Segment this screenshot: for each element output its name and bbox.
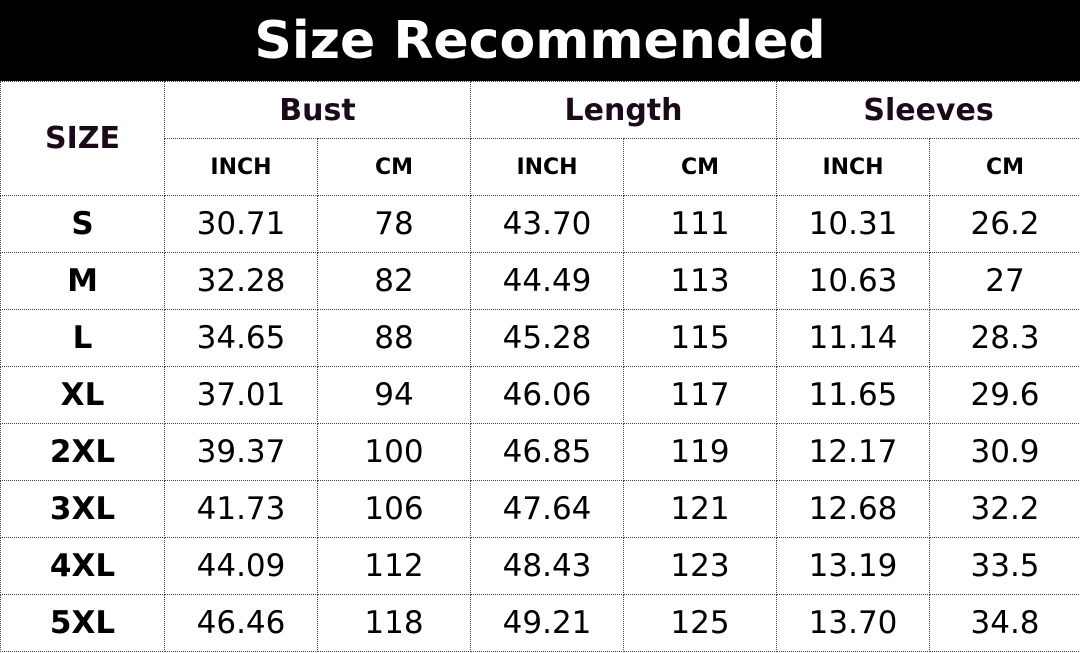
size-cell: L [0, 309, 165, 367]
value-cell: 121 [623, 480, 778, 538]
value-cell: 115 [623, 309, 778, 367]
value-cell: 46.85 [470, 423, 625, 481]
value-cell: 12.17 [776, 423, 931, 481]
value-cell: 27 [929, 252, 1080, 310]
table-row: 5XL 46.46 118 49.21 125 13.70 34.8 [0, 594, 1080, 652]
value-cell: 45.28 [470, 309, 625, 367]
value-cell: 112 [316, 537, 472, 595]
value-cell: 94 [316, 366, 472, 424]
value-cell: 32.2 [929, 480, 1080, 538]
value-cell: 43.70 [470, 195, 625, 253]
value-cell: 34.65 [164, 309, 318, 367]
unit-header: INCH [470, 138, 625, 196]
value-cell: 37.01 [164, 366, 318, 424]
table-row: 4XL 44.09 112 48.43 123 13.19 33.5 [0, 537, 1080, 595]
value-cell: 106 [316, 480, 472, 538]
value-cell: 118 [316, 594, 472, 652]
size-table: SIZE Bust Length Sleeves INCH CM INCH CM… [0, 81, 1080, 652]
chart-title: Size Recommended [0, 0, 1080, 81]
value-cell: 49.21 [470, 594, 625, 652]
value-cell: 41.73 [164, 480, 318, 538]
value-cell: 117 [623, 366, 778, 424]
value-cell: 13.19 [776, 537, 931, 595]
value-cell: 119 [623, 423, 778, 481]
value-cell: 123 [623, 537, 778, 595]
length-header: Length [470, 81, 778, 139]
table-row: M 32.28 82 44.49 113 10.63 27 [0, 252, 1080, 310]
value-cell: 44.49 [470, 252, 625, 310]
unit-header: CM [929, 138, 1080, 196]
value-cell: 29.6 [929, 366, 1080, 424]
size-cell: S [0, 195, 165, 253]
value-cell: 100 [316, 423, 472, 481]
size-cell: 3XL [0, 480, 165, 538]
value-cell: 46.06 [470, 366, 625, 424]
size-cell: 5XL [0, 594, 165, 652]
value-cell: 46.46 [164, 594, 318, 652]
sleeves-header: Sleeves [776, 81, 1080, 139]
size-cell: M [0, 252, 165, 310]
size-cell: 4XL [0, 537, 165, 595]
value-cell: 12.68 [776, 480, 931, 538]
value-cell: 30.71 [164, 195, 318, 253]
value-cell: 88 [316, 309, 472, 367]
value-cell: 47.64 [470, 480, 625, 538]
value-cell: 11.14 [776, 309, 931, 367]
unit-header: CM [623, 138, 778, 196]
bust-header: Bust [163, 81, 472, 139]
value-cell: 78 [316, 195, 472, 253]
table-row: XL 37.01 94 46.06 117 11.65 29.6 [0, 366, 1080, 424]
value-cell: 82 [316, 252, 472, 310]
value-cell: 111 [623, 195, 778, 253]
value-cell: 13.70 [776, 594, 931, 652]
value-cell: 48.43 [470, 537, 625, 595]
value-cell: 32.28 [164, 252, 318, 310]
value-cell: 33.5 [929, 537, 1080, 595]
unit-header: INCH [164, 138, 318, 196]
unit-header: CM [316, 138, 472, 196]
size-cell: 2XL [0, 423, 165, 481]
size-header: SIZE [0, 81, 165, 196]
size-cell: XL [0, 366, 165, 424]
value-cell: 113 [623, 252, 778, 310]
table-row: S 30.71 78 43.70 111 10.31 26.2 [0, 195, 1080, 253]
value-cell: 44.09 [164, 537, 318, 595]
unit-header: INCH [776, 138, 931, 196]
value-cell: 34.8 [929, 594, 1080, 652]
value-cell: 125 [623, 594, 778, 652]
value-cell: 26.2 [929, 195, 1080, 253]
value-cell: 39.37 [164, 423, 318, 481]
table-row: 3XL 41.73 106 47.64 121 12.68 32.2 [0, 480, 1080, 538]
value-cell: 30.9 [929, 423, 1080, 481]
value-cell: 28.3 [929, 309, 1080, 367]
table-row: 2XL 39.37 100 46.85 119 12.17 30.9 [0, 423, 1080, 481]
value-cell: 11.65 [776, 366, 931, 424]
value-cell: 10.63 [776, 252, 931, 310]
value-cell: 10.31 [776, 195, 931, 253]
table-row: L 34.65 88 45.28 115 11.14 28.3 [0, 309, 1080, 367]
